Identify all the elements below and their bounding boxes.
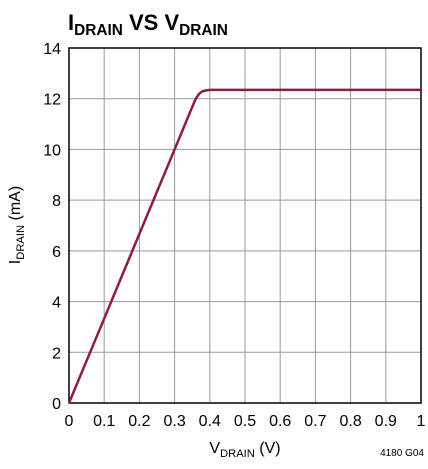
- label-part: (V): [255, 440, 281, 457]
- chart-title: IDRAIN VS VDRAIN: [68, 10, 228, 39]
- x-tick-label: 0.9: [375, 413, 397, 430]
- x-tick-label: 0.6: [269, 413, 291, 430]
- y-tick-label: 6: [52, 244, 61, 261]
- label-part: (mA): [7, 186, 24, 225]
- label-part: I: [7, 260, 24, 264]
- x-tick-label: 0.1: [93, 413, 115, 430]
- label-sub: DRAIN: [15, 225, 27, 260]
- x-tick-label: 0.5: [234, 413, 256, 430]
- y-tick-label: 14: [43, 41, 61, 58]
- data-line: [67, 88, 421, 404]
- title-part: VS V: [123, 10, 180, 35]
- y-tick-label: 8: [52, 193, 61, 210]
- title-sub: DRAIN: [179, 22, 228, 39]
- title-sub: DRAIN: [74, 22, 123, 39]
- x-tick-label: 0: [65, 413, 74, 430]
- figure-note: 4180 G04: [380, 448, 424, 459]
- y-tick-label: 4: [52, 295, 61, 312]
- x-tick-label: 1: [417, 413, 426, 430]
- plot-frame: [68, 47, 422, 404]
- label-sub: DRAIN: [220, 448, 255, 460]
- y-tick-label: 2: [52, 345, 61, 362]
- x-tick-label: 0.4: [199, 413, 221, 430]
- x-axis-label: VDRAIN (V): [209, 440, 280, 460]
- x-tick-label: 0.3: [163, 413, 185, 430]
- y-tick-label: 10: [43, 142, 61, 159]
- x-tick-label: 0.7: [304, 413, 326, 430]
- title-part: I: [68, 10, 74, 35]
- y-axis-label: IDRAIN (mA): [7, 186, 27, 264]
- y-tick-label: 0: [52, 396, 61, 413]
- x-tick-label: 0.2: [128, 413, 150, 430]
- y-tick-label: 12: [43, 92, 61, 109]
- label-part: V: [209, 440, 220, 457]
- x-tick-label: 0.8: [339, 413, 361, 430]
